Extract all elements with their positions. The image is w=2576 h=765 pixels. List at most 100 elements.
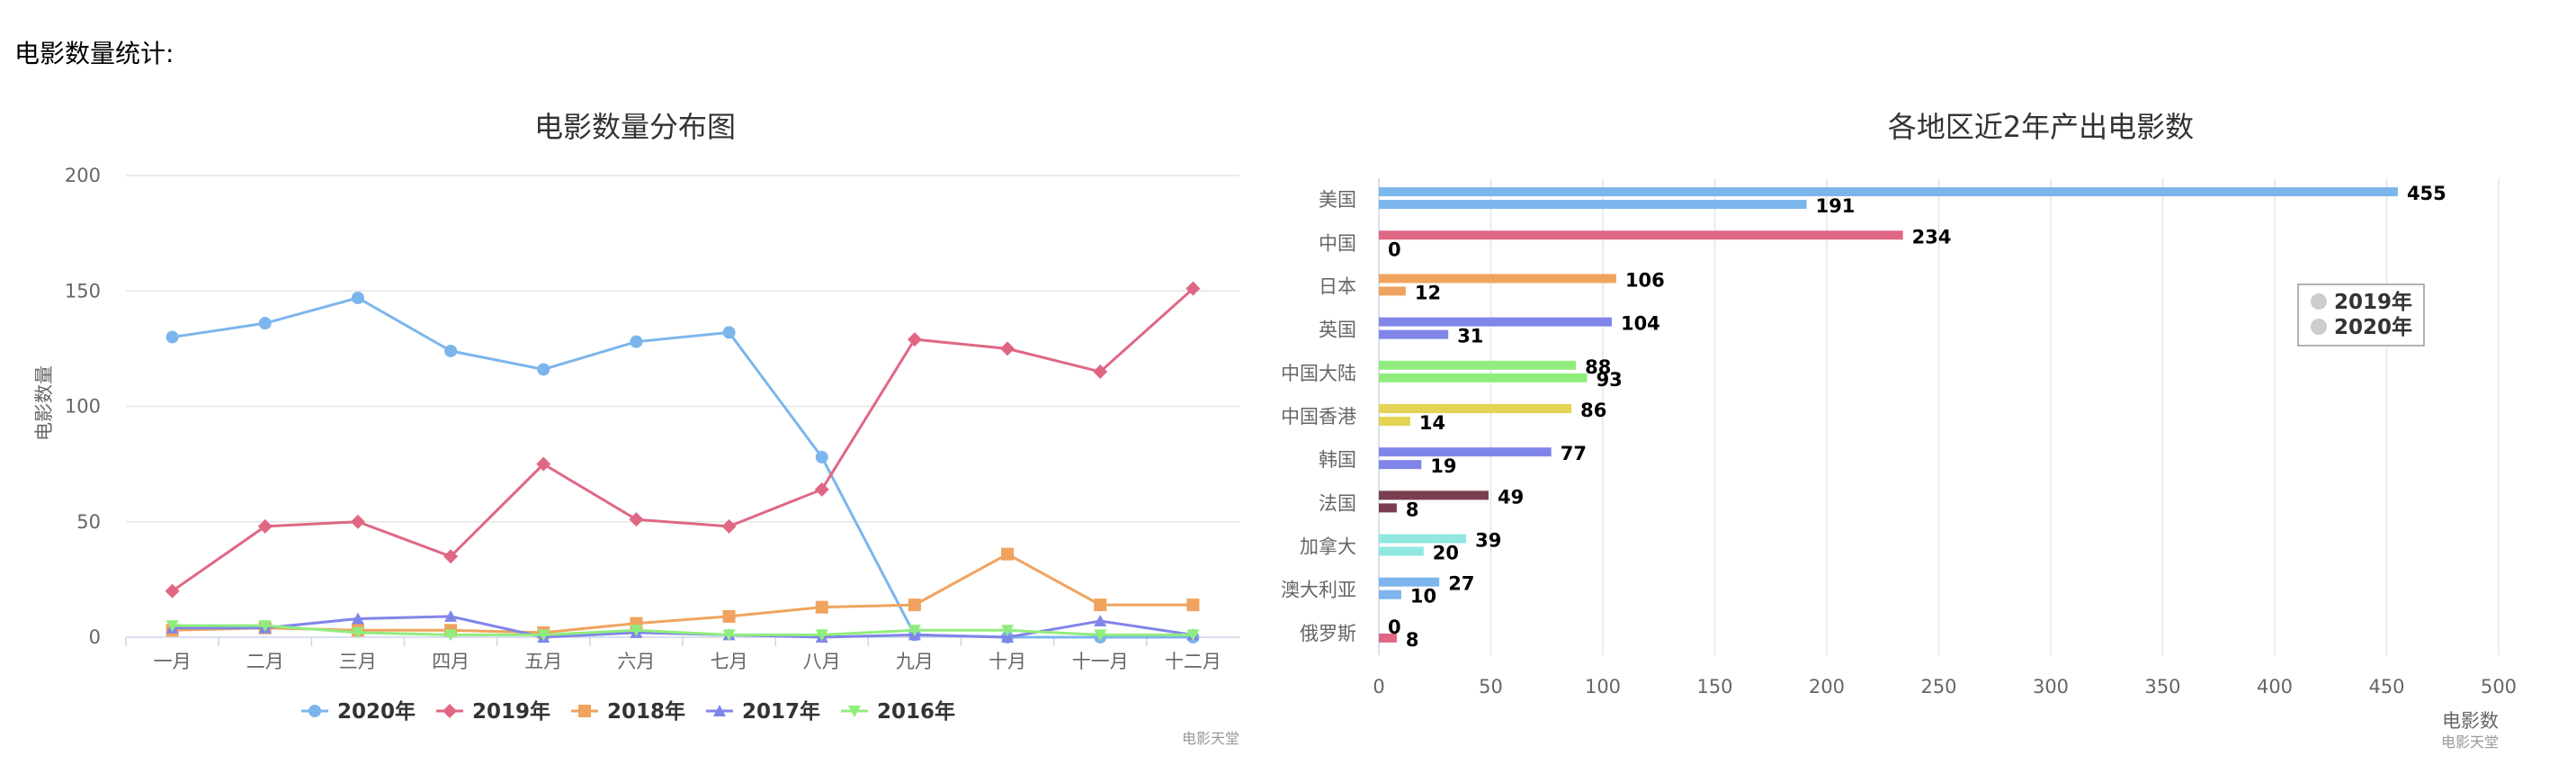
line-chart-legend[interactable]: 2020年 2019年 2018年 2017年 2016年 [301,699,955,724]
line-chart-point [722,609,736,623]
line-chart-y-tick: 100 [65,396,101,418]
bar-chart-x-tick: 200 [1809,676,1845,698]
bar-chart-x-tick: 350 [2144,676,2180,698]
bar-chart-x-tick: 500 [2481,676,2517,698]
bar-chart-category-label: 中国 [1319,232,1356,254]
line-chart-point [536,456,551,472]
line-chart-legend-item: 2016年 [877,699,955,724]
line-chart-x-tick-label: 九月 [896,651,934,672]
bar-chart-data-label: 14 [1419,412,1445,434]
bar-chart-data-label: 31 [1457,326,1483,347]
line-chart-x-tick-label: 七月 [711,651,748,672]
line-chart-point [537,629,550,642]
line-chart-legend-item: 2017年 [742,699,820,724]
bar-chart-data-label: 234 [1912,226,1952,248]
line-chart-legend-item: 2019年 [472,699,550,724]
line-chart-point [444,609,458,622]
bar-chart-credit[interactable]: 电影天堂 [2441,734,2499,751]
line-chart-point [1000,341,1015,356]
line-chart-point [1001,547,1015,561]
bar-chart-data-label: 93 [1597,369,1623,391]
line-chart-point [722,326,736,339]
line-chart-point [165,620,179,633]
line-chart-x-tick-label: 一月 [154,651,192,672]
line-chart-x-tick-label: 五月 [524,651,562,672]
line-chart-credit[interactable]: 电影天堂 [1182,730,1239,747]
legend-marker-icon [848,706,861,717]
bar-2019-中国香港 [1379,404,1572,413]
bar-chart-category-label: 中国大陆 [1281,363,1356,384]
line-chart-series [165,281,1201,644]
bar-chart-data-label: 20 [1433,543,1459,564]
bar-2019-中国 [1379,230,1903,240]
line-chart-point [1094,629,1107,642]
line-chart-y-tick: 50 [76,511,101,533]
line-series-2018年 [172,552,1194,634]
line-chart-point [630,335,643,348]
bar-chart-category-label: 日本 [1319,275,1356,297]
line-chart-point [537,363,550,376]
bar-chart-data-label: 86 [1580,400,1606,421]
bar-2020-英国 [1379,329,1449,339]
line-chart-point [1094,615,1107,627]
bar-chart-data-labels: 4551912340106121043188938614771949839202… [1388,183,2446,651]
line-chart-point [351,626,364,639]
bar-chart-x-tick: 50 [1479,676,1503,698]
line-chart-point [908,598,921,612]
bar-chart-x-tick: 400 [2257,676,2293,698]
line-chart-title: 电影数量分布图 [534,110,736,144]
bar-chart-data-label: 191 [1816,195,1856,217]
legend-marker-icon [309,705,321,717]
line-chart-x-tick-label: 六月 [617,651,655,672]
line-chart-point [814,482,829,497]
line-chart-point [721,518,737,534]
bar-2020-中国香港 [1379,417,1410,426]
line-chart-x-tick-label: 八月 [803,651,841,672]
legend-marker-icon [713,705,726,716]
bar-2020-俄罗斯 [1379,633,1397,643]
bar-chart-x-ticks: 0 50 100 150 200 250 300 350 400 450 500 [1373,676,2517,698]
line-chart-legend-item: 2020年 [337,699,416,724]
line-chart-point [350,514,365,529]
line-chart-x-tick-label: 十月 [988,651,1026,672]
line-series-2019年 [171,287,1194,592]
bar-chart-title: 各地区近2年产出电影数 [1888,110,2194,144]
line-chart-x-tick-label: 三月 [339,651,377,672]
bar-2020-中国大陆 [1379,373,1588,382]
bar-2020-日本 [1379,286,1406,296]
bar-chart-x-axis-title: 电影数 [2442,710,2499,732]
bar-chart-x-tick: 250 [1920,676,1956,698]
bar-chart-x-tick: 100 [1585,676,1621,698]
legend-marker-icon [443,704,457,718]
line-chart-point [444,344,458,357]
line-chart-point [815,450,828,464]
line-chart-legend-item: 2018年 [607,699,685,724]
legend-marker-icon [2311,319,2327,335]
line-chart-y-tick: 150 [65,280,101,302]
line-chart-x-tick-label: 十一月 [1072,651,1129,672]
bar-chart-category-label: 中国香港 [1281,406,1356,428]
line-chart-point [722,629,736,642]
bar-chart-data-label: 12 [1415,282,1441,303]
line-chart-point [629,512,644,527]
line-chart-point [165,330,179,344]
line-chart-point [907,332,922,347]
line-chart-point [165,583,180,598]
bar-chart-category-label: 韩国 [1319,449,1356,471]
line-chart-x-tick-label: 四月 [432,651,470,672]
line-series-2016年 [172,624,1194,636]
bar-2019-韩国 [1379,447,1552,457]
legend-marker-icon [578,705,591,717]
bar-2020-美国 [1379,200,1807,210]
line-chart-point [908,625,921,637]
bar-chart-x-tick: 0 [1373,676,1384,698]
bar-2020-澳大利亚 [1379,590,1401,599]
line-chart-point [1001,625,1015,637]
bar-chart-data-label: 8 [1406,499,1419,520]
bar-chart-data-label: 27 [1448,573,1474,595]
bar-chart-category-label: 澳大利亚 [1281,580,1356,601]
legend-marker-icon [2311,293,2327,310]
bar-2019-英国 [1379,317,1612,327]
